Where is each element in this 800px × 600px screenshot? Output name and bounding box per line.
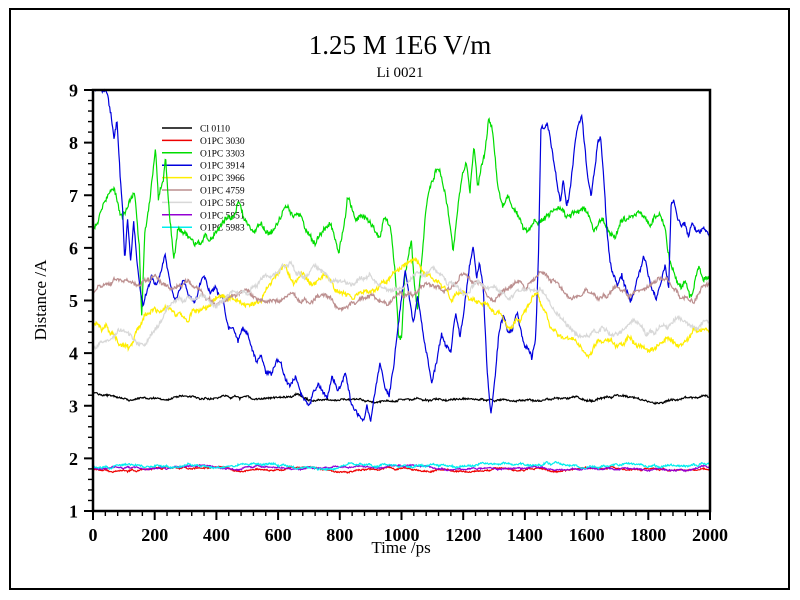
- y-tick-label: 7: [69, 186, 78, 206]
- series-line-o1pc-3030: [92, 465, 710, 474]
- x-tick-label: 1200: [445, 525, 481, 545]
- y-tick-label: 8: [69, 133, 78, 153]
- legend: Cl 0110 O1PC 3030 O1PC 3303 O1PC 3914 O1PC 3…: [162, 125, 245, 234]
- series-line-o1pc-4759: [92, 270, 711, 313]
- legend-entry: O1PC 5983: [162, 224, 245, 234]
- y-tick-label: 3: [69, 396, 78, 416]
- x-tick-label: 400: [203, 525, 230, 545]
- y-tick-label: 6: [69, 238, 78, 258]
- legend-entry: O1PC 5825: [162, 199, 245, 209]
- series-line-o1pc-3303: [92, 117, 711, 341]
- legend-entry: O1PC 5851: [162, 211, 245, 221]
- axes: 0 200 400 600 800 1000 1200 1400 1600 1800 2000 1 2 3…: [69, 81, 728, 546]
- legend-label: O1PC 5983: [200, 224, 245, 234]
- legend-entry: O1PC 4759: [162, 187, 245, 197]
- y-tick-label: 5: [69, 291, 78, 311]
- y-tick-label: 1: [69, 502, 78, 522]
- series-line-o1pc-5983: [92, 460, 711, 472]
- y-axis-label: Distance /A: [31, 259, 50, 340]
- x-tick-label: 1800: [630, 525, 666, 545]
- x-tick-label: 800: [326, 525, 353, 545]
- series-line-o1pc-5825: [92, 260, 711, 351]
- legend-entry: O1PC 3303: [162, 149, 245, 159]
- y-tick-label: 9: [69, 81, 78, 101]
- x-tick-label: 1600: [569, 525, 605, 545]
- y-tick-label: 2: [69, 449, 78, 469]
- legend-entry: O1PC 3030: [162, 137, 245, 147]
- legend-entry: O1PC 3966: [162, 174, 245, 184]
- x-axis-label: Time /ps: [371, 538, 430, 557]
- legend-label: O1PC 3914: [200, 162, 245, 172]
- y-tick-label: 4: [69, 344, 78, 364]
- x-tick-label: 0: [89, 525, 98, 545]
- x-tick-label: 1000: [384, 525, 420, 545]
- x-tick-label: 2000: [692, 525, 728, 545]
- chart-subtitle: Li 0021: [376, 65, 423, 81]
- series-line-o1pc-3966: [92, 256, 711, 360]
- chart-title: 1.25 M 1E6 V/m: [309, 30, 492, 60]
- figure-border: [9, 8, 790, 590]
- legend-label: O1PC 3303: [200, 149, 245, 159]
- legend-label: O1PC 4759: [200, 187, 245, 197]
- legend-label: O1PC 5851: [200, 211, 245, 221]
- x-tick-label: 1400: [507, 525, 543, 545]
- legend-label: O1PC 3030: [200, 137, 245, 147]
- legend-label: Cl 0110: [200, 125, 230, 135]
- series-lines: [92, 88, 711, 474]
- legend-entry: Cl 0110: [162, 125, 230, 135]
- legend-label: O1PC 3966: [200, 174, 245, 184]
- x-tick-label: 600: [265, 525, 292, 545]
- x-tick-label: 200: [141, 525, 168, 545]
- legend-entry: O1PC 3914: [162, 162, 245, 172]
- legend-label: O1PC 5825: [200, 199, 245, 209]
- series-line-cl-0110: [92, 391, 711, 405]
